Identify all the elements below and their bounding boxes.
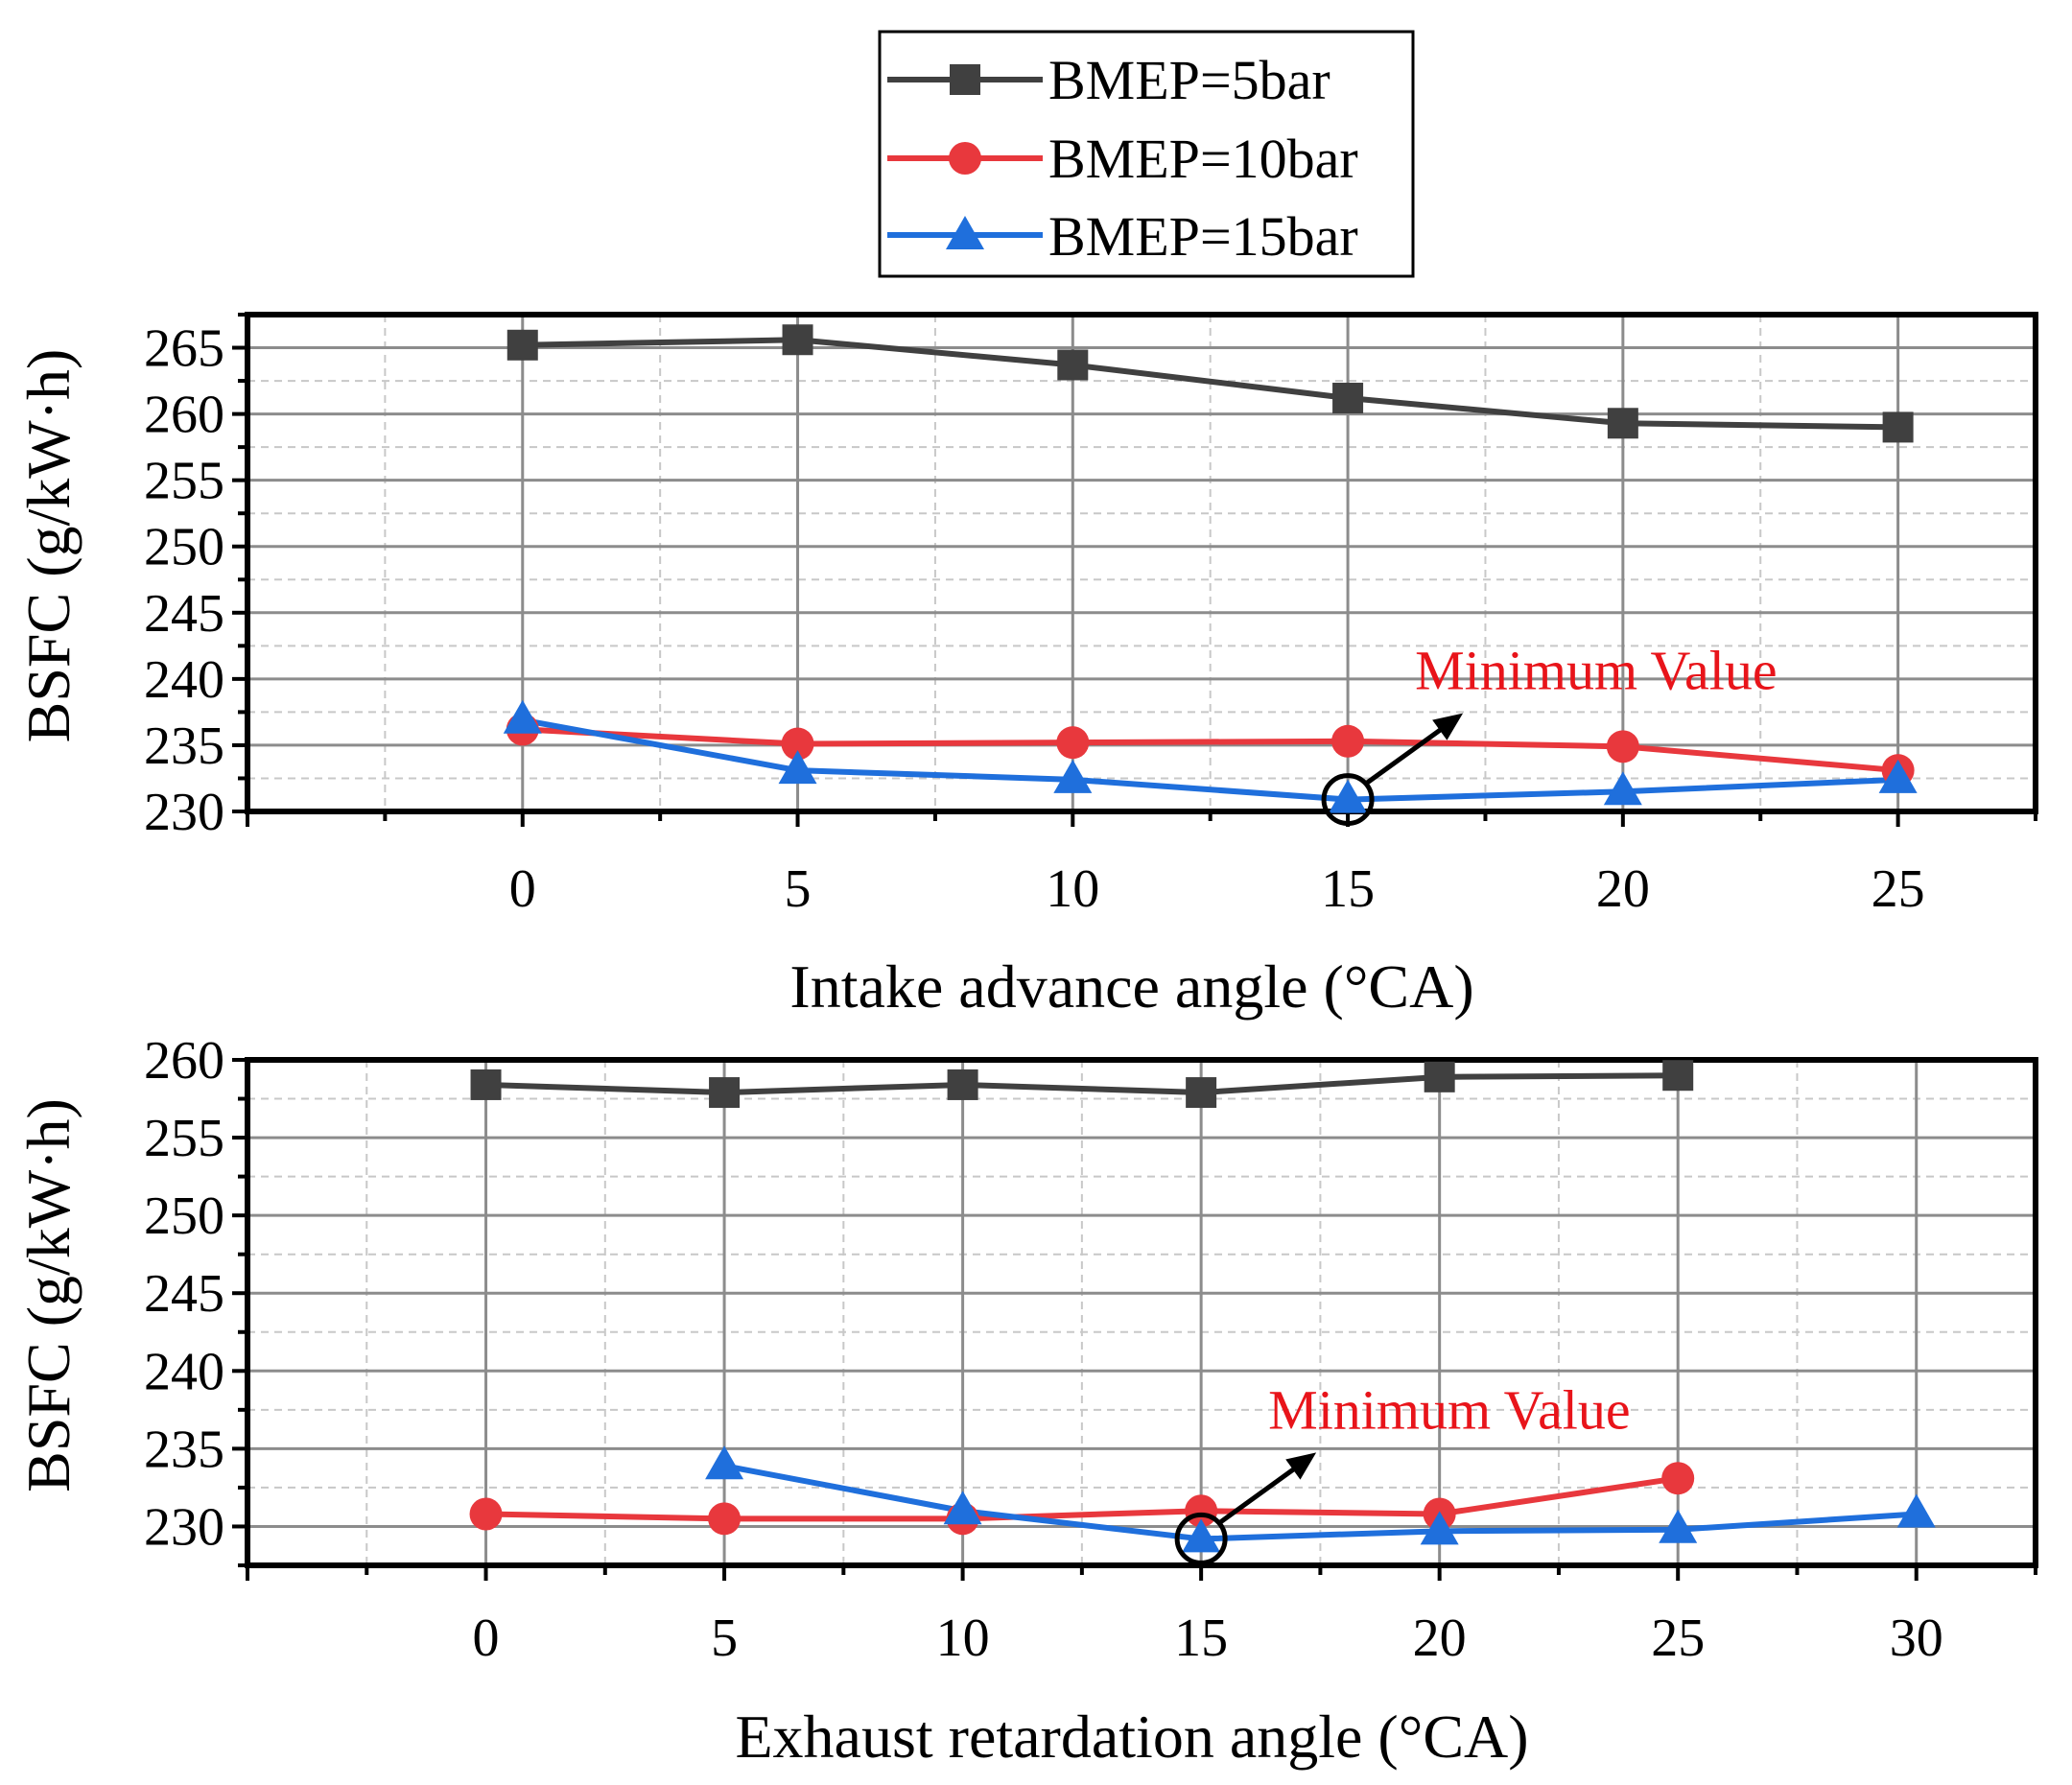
data-point — [1057, 349, 1089, 381]
y-tick-label: 245 — [144, 584, 224, 644]
data-point — [1053, 759, 1093, 793]
y-tick-label: 230 — [144, 783, 224, 842]
data-point — [1186, 1077, 1217, 1109]
data-point — [1662, 1060, 1694, 1092]
data-point — [1661, 1462, 1695, 1495]
x-tick-label: 20 — [1596, 859, 1650, 919]
data-point — [1659, 1509, 1698, 1543]
data-point — [470, 1069, 502, 1100]
series-line-bmep-15bar — [522, 716, 1898, 803]
x-axis-title: Intake advance angle (°CA) — [789, 952, 1473, 1021]
data-point — [469, 1497, 503, 1531]
data-point — [705, 1445, 744, 1480]
data-point — [1182, 1518, 1221, 1553]
data-point — [1332, 383, 1364, 414]
x-tick-label: 15 — [1174, 1609, 1228, 1668]
plot-frame — [245, 1057, 2038, 1568]
annotation-arrow-line — [1363, 719, 1453, 787]
legend-label-bmep-5: BMEP=5bar — [1048, 49, 1330, 111]
x-tick-label: 0 — [473, 1609, 500, 1668]
x-tick-label: 10 — [936, 1609, 990, 1668]
data-point — [506, 329, 538, 361]
x-tick-label: 10 — [1046, 859, 1099, 919]
arrow-head-icon — [1432, 713, 1464, 740]
x-tick-label: 30 — [1890, 1609, 1943, 1668]
y-axis-title: BSFC (g/kW·h) — [14, 1098, 82, 1492]
y-tick-label: 265 — [144, 319, 224, 379]
legend-label-bmep-15: BMEP=15bar — [1048, 205, 1358, 268]
legend-label-bmep-10: BMEP=10bar — [1048, 128, 1358, 190]
data-point — [1420, 1511, 1459, 1545]
y-tick-label: 245 — [144, 1264, 224, 1324]
data-point — [778, 750, 817, 785]
data-point — [1606, 730, 1639, 763]
data-point — [503, 699, 542, 734]
data-point — [1424, 1061, 1455, 1092]
data-point — [1607, 408, 1638, 439]
x-tick-label: 15 — [1321, 859, 1375, 919]
series-line-bmep-10bar — [485, 1475, 1679, 1522]
legend-entry-bmep-15: BMEP=15bar — [887, 205, 1358, 268]
data-point — [1331, 724, 1365, 758]
series-line-bmep-5bar — [485, 1072, 1679, 1096]
y-tick-label: 260 — [144, 1031, 224, 1091]
data-point — [1329, 779, 1368, 813]
y-tick-label: 255 — [144, 452, 224, 511]
legend-marker-triangle-icon — [946, 216, 984, 249]
y-tick-label: 255 — [144, 1109, 224, 1168]
x-tick-label: 5 — [711, 1609, 738, 1668]
chart-exhaust-retardation: 0 5 10 15 20 25 30 230 235 240 245 250 255 260 Exhaust… — [14, 1031, 2038, 1771]
data-point — [782, 324, 813, 356]
legend-marker-circle-icon — [949, 142, 981, 175]
series-line-bmep-15bar — [723, 1463, 1917, 1542]
y-axis-title: BSFC (g/kW·h) — [14, 349, 82, 743]
y-tick-label: 230 — [144, 1497, 224, 1557]
x-tick-label: 25 — [1872, 859, 1925, 919]
minimum-value-label: Minimum Value — [1415, 640, 1778, 702]
arrow-head-icon — [1285, 1452, 1317, 1480]
x-tick-label: 5 — [785, 859, 812, 919]
series-line-bmep-5bar — [522, 337, 1898, 431]
x-tick-label: 20 — [1413, 1609, 1467, 1668]
data-point — [781, 727, 814, 761]
minimum-highlight-circle — [1174, 1512, 1228, 1565]
y-tick-label: 235 — [144, 716, 224, 776]
series-line-bmep-10bar — [522, 726, 1898, 774]
data-point — [1896, 1493, 1936, 1528]
minimum-value-label: Minimum Value — [1268, 1378, 1631, 1441]
data-point — [943, 1491, 982, 1525]
data-point — [1882, 411, 1914, 443]
y-tick-label: 250 — [144, 518, 224, 577]
data-point — [1185, 1494, 1218, 1528]
legend-entry-bmep-5: BMEP=5bar — [887, 49, 1330, 111]
data-point — [1603, 771, 1642, 806]
data-point — [1056, 726, 1090, 760]
x-tick-label: 25 — [1651, 1609, 1705, 1668]
data-point — [709, 1077, 741, 1109]
legend: BMEP=5bar BMEP=10bar BMEP=15bar — [878, 30, 1415, 278]
minimum-highlight-circle — [1321, 773, 1375, 827]
x-tick-label: 0 — [509, 859, 536, 919]
data-point — [708, 1502, 742, 1536]
x-axis-title: Exhaust retardation angle (°CA) — [735, 1703, 1528, 1771]
data-point — [947, 1069, 978, 1100]
y-tick-label: 235 — [144, 1420, 224, 1479]
data-point — [1878, 759, 1918, 793]
legend-entry-bmep-10: BMEP=10bar — [887, 128, 1358, 190]
y-tick-label: 250 — [144, 1186, 224, 1246]
plot-frame — [245, 312, 2038, 814]
y-tick-label: 240 — [144, 1342, 224, 1401]
y-tick-label: 260 — [144, 386, 224, 445]
y-tick-label: 240 — [144, 650, 224, 710]
legend-marker-square-icon — [950, 64, 980, 95]
annotation-arrow-line — [1216, 1459, 1307, 1526]
